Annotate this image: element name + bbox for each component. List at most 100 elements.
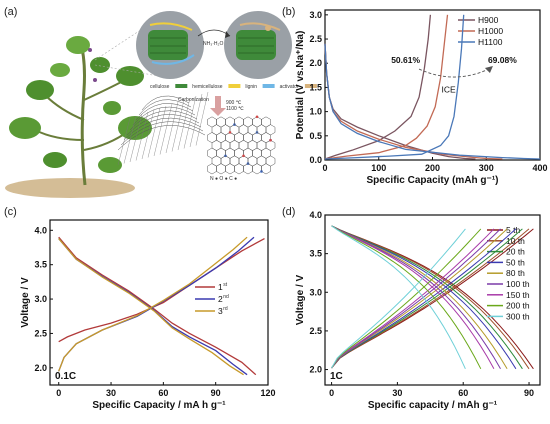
y-tick-label: 1.5 — [309, 82, 322, 92]
x-axis-label: Specific Capacity / mA h g⁻¹ — [92, 400, 226, 411]
process-arrow — [210, 96, 226, 116]
y-tick-label: 1.0 — [309, 107, 322, 117]
o-atom — [255, 115, 259, 119]
y-tick-label: 2.0 — [309, 365, 322, 375]
legend-label-3: 3 — [218, 306, 223, 316]
plot-frame — [324, 9, 541, 161]
x-tick-label: 90 — [211, 388, 221, 398]
sheet-layer — [117, 125, 206, 151]
legend-sup-1: st — [223, 282, 228, 288]
cycle-100th-charge — [331, 228, 501, 369]
chart-d: 0 30 60 90 2.0 2.5 3.0 3.5 4.0 Specific capacity … — [295, 210, 541, 411]
y-axis-label: Voltage / V — [20, 277, 31, 328]
x-tick-label: 60 — [458, 388, 468, 398]
cycle-20th-charge — [331, 228, 523, 369]
sheet-layer — [126, 114, 200, 136]
cycle-50th-discharge — [331, 225, 517, 370]
cycle-3-charge — [58, 236, 248, 372]
sheet-layer — [135, 103, 194, 121]
x-tick-label: 60 — [158, 388, 168, 398]
sheet-rib — [129, 113, 143, 163]
sheet-rib — [135, 111, 149, 161]
legend-swatch-activator — [304, 84, 317, 88]
annotation-2: ICE — [442, 84, 457, 94]
x-tick-label: 200 — [425, 163, 440, 173]
x-axis-label: Specific capacity / mAh g⁻¹ — [368, 400, 498, 411]
y-axis-label: Potential (V vs.Na⁺/Na) — [295, 31, 306, 140]
carbon-sheet — [117, 91, 209, 166]
cycle-1-discharge — [58, 236, 257, 376]
chart-b: 0 100 200 300 400 0.0 0.5 1.0 1.5 2.0 2.5 3.0 Specif… — [295, 9, 548, 186]
process-step-1: Carbonization — [178, 97, 209, 103]
cycle-200th-discharge — [331, 225, 482, 370]
y-tick-label: 2.5 — [309, 34, 322, 44]
x-tick-label: 120 — [260, 388, 275, 398]
x-tick-label: 90 — [524, 388, 534, 398]
legend-label-2: 2 — [218, 294, 223, 304]
fiber-after — [224, 11, 292, 79]
rate-label: 1C — [330, 371, 343, 382]
plant-illustration — [5, 36, 152, 198]
legend-label-H1000: H1000 — [478, 26, 503, 36]
o-atom — [269, 138, 272, 142]
sheet-rib — [189, 93, 203, 148]
y-tick-label: 4.0 — [34, 225, 47, 235]
x-tick-label: 400 — [532, 163, 547, 173]
panel-a: (a) — [4, 6, 317, 198]
sheet-rib — [159, 103, 173, 155]
series-H1000-charge — [324, 14, 449, 160]
sheet-rib — [141, 109, 155, 160]
o-atom — [242, 154, 245, 158]
x-tick-label: 30 — [392, 388, 402, 398]
o-atom — [228, 131, 232, 134]
hex-cell — [207, 163, 217, 175]
legend-text-cellulose: cellulose — [150, 84, 170, 90]
hex-cell — [261, 163, 271, 175]
sheet-rib — [153, 105, 167, 157]
sheet-rib — [183, 95, 197, 149]
plot-frame — [49, 219, 269, 386]
legend-sup-2: nd — [223, 294, 229, 300]
panel-b: (b) 0 100 200 300 400 0.0 0.5 1.0 1.5 2.0 2.5 3.0 Sp… — [282, 6, 548, 186]
legend-label-1: 1 — [218, 282, 223, 292]
sheet-layer — [141, 95, 190, 111]
sheet-layer — [123, 117, 202, 141]
sheet-rib — [117, 117, 131, 166]
legend-label-20th: 20 th — [506, 247, 525, 257]
legend-label-100th: 100 th — [506, 279, 530, 289]
series-H900-charge — [324, 14, 432, 160]
legend-label-150th: 150 th — [506, 290, 530, 300]
legend-label-5th: 5 th — [506, 225, 520, 235]
cycle-3-discharge — [58, 238, 244, 376]
sheet-layer — [129, 110, 198, 131]
x-tick-label: 0 — [56, 388, 61, 398]
legend-label-H1100: H1100 — [478, 37, 503, 47]
panel-c: (c) 0 30 60 90 120 2.0 2.5 3.0 3.5 4.0 Specific Ca… — [4, 206, 276, 411]
ice-arrowhead — [484, 66, 493, 74]
y-tick-label: 3.0 — [309, 287, 322, 297]
panel-c-label: (c) — [4, 206, 17, 218]
reaction-arrow — [197, 29, 231, 37]
legend-swatch-lignin — [262, 84, 275, 88]
cycle-10th-discharge — [331, 225, 530, 370]
x-tick-label: 300 — [479, 163, 494, 173]
sheet-rib — [165, 101, 179, 154]
y-tick-label: 3.0 — [34, 294, 47, 304]
process-step-2: 900 ℃ — [226, 100, 242, 106]
legend-sup-3: rd — [223, 306, 228, 312]
legend-label-10th: 10 th — [506, 236, 525, 246]
y-tick-label: 4.0 — [309, 210, 322, 220]
x-tick-label: 0 — [329, 388, 334, 398]
cycle-150th-discharge — [331, 225, 495, 370]
hex-cell — [225, 163, 235, 175]
panel-d-label: (d) — [282, 206, 295, 218]
y-axis-label: Voltage / V — [295, 274, 306, 325]
cycle-300th-charge — [331, 228, 466, 369]
y-tick-label: 3.5 — [34, 260, 47, 270]
panel-a-label: (a) — [4, 6, 17, 18]
y-tick-label: 2.5 — [309, 326, 322, 336]
cycle-300th-discharge — [331, 225, 466, 370]
y-tick-label: 0.5 — [309, 131, 322, 141]
annotation-1: 69.08% — [488, 55, 517, 65]
